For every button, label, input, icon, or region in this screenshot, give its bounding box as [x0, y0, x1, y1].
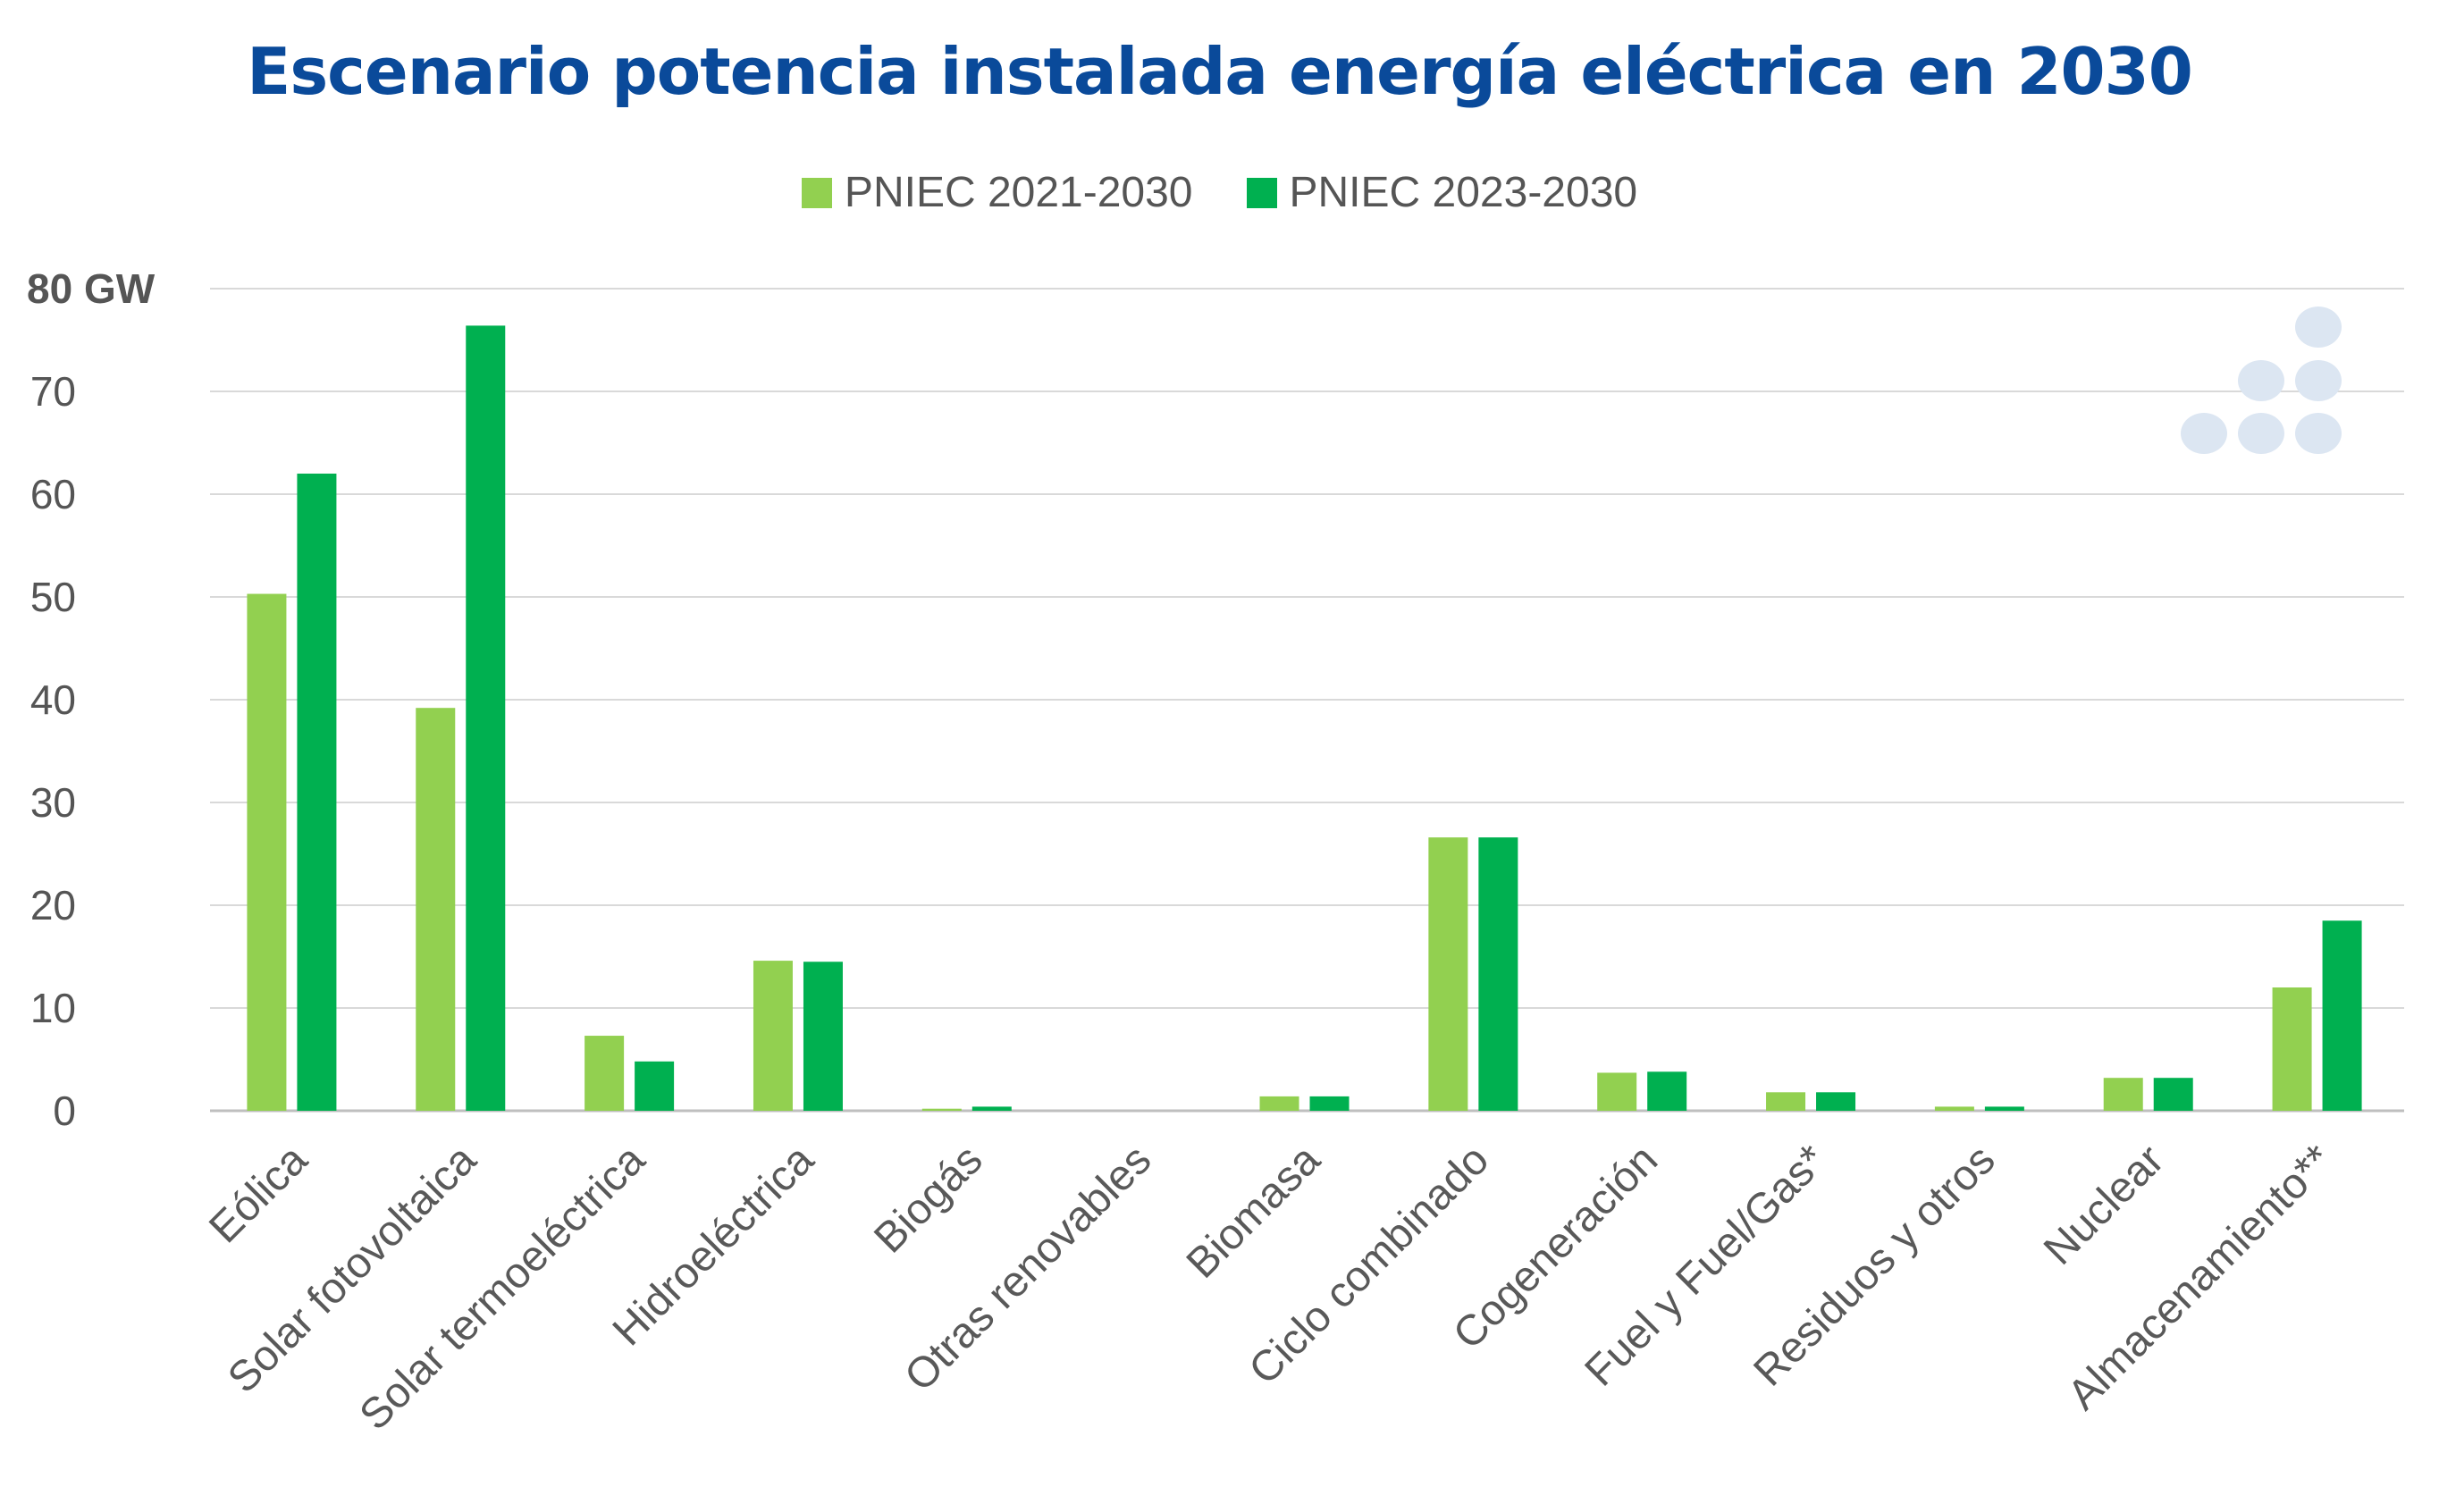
- x-tick-label: Nuclear: [2035, 1136, 2173, 1273]
- bar-1-10: [1934, 1106, 1974, 1111]
- bar-1-9: [1766, 1092, 1806, 1111]
- legend-label-series-1: PNIEC 2021-2030: [844, 169, 1193, 216]
- bar-1-3: [753, 961, 793, 1111]
- legend-swatch-series-1: [801, 177, 832, 208]
- y-tick-label: 20: [30, 882, 76, 928]
- y-tick-label: 80 GW: [27, 265, 156, 312]
- bar-2-12: [2322, 920, 2362, 1111]
- bar-2-0: [297, 474, 337, 1111]
- y-axis-ticks: 0 10 20 30 40 50 60 70 80 GW: [27, 265, 156, 1134]
- grid-lines: [210, 288, 2404, 1113]
- y-tick-label: 0: [53, 1088, 76, 1134]
- bar-2-2: [635, 1061, 675, 1111]
- bar-1-6: [1259, 1096, 1299, 1111]
- y-tick-label: 10: [30, 985, 76, 1031]
- bar-1-2: [585, 1036, 625, 1111]
- bar-2-8: [1647, 1071, 1687, 1111]
- bar-1-1: [416, 708, 456, 1111]
- bar-1-12: [2272, 987, 2312, 1111]
- legend-label-series-2: PNIEC 2023-2030: [1289, 169, 1638, 216]
- x-tick-label: Biomasa: [1178, 1136, 1330, 1288]
- y-tick-label: 30: [30, 779, 76, 826]
- y-tick-label: 50: [30, 574, 76, 620]
- legend-item-series-1: PNIEC 2021-2030: [801, 168, 1193, 217]
- bar-2-6: [1309, 1096, 1350, 1111]
- logo-dot: [2295, 360, 2342, 401]
- y-tick-label: 40: [30, 676, 76, 723]
- logo-dot: [2238, 360, 2284, 401]
- bars: [247, 325, 2362, 1111]
- bar-1-0: [247, 593, 287, 1111]
- x-tick-label: Biogás: [865, 1136, 991, 1262]
- bar-1-11: [2103, 1078, 2143, 1111]
- bar-2-1: [466, 325, 506, 1111]
- y-tick-label: 70: [30, 368, 76, 415]
- x-tick-label: Eólica: [200, 1136, 316, 1252]
- y-tick-label: 60: [30, 471, 76, 517]
- logo-dot: [2295, 413, 2342, 454]
- bar-2-11: [2153, 1078, 2193, 1111]
- logo-dot: [2181, 413, 2227, 454]
- bar-2-3: [803, 962, 843, 1111]
- dots-logo-icon: [2181, 307, 2342, 454]
- bar-2-7: [1478, 837, 1518, 1111]
- logo-dot: [2295, 307, 2342, 348]
- bar-1-7: [1428, 837, 1468, 1111]
- chart-title: Escenario potencia instalada energía elé…: [247, 34, 2193, 109]
- logo-dot: [2238, 413, 2284, 454]
- bar-2-4: [971, 1106, 1012, 1111]
- legend-item-series-2: PNIEC 2023-2030: [1246, 168, 1638, 217]
- legend-swatch-series-2: [1246, 177, 1277, 208]
- bar-1-8: [1597, 1072, 1637, 1111]
- bar-1-4: [921, 1108, 962, 1111]
- bar-2-10: [1984, 1106, 2024, 1111]
- bar-2-9: [1816, 1092, 1856, 1111]
- legend: PNIEC 2021-2030 PNIEC 2023-2030: [0, 168, 2439, 217]
- x-tick-label: Solar termoeléctrica: [351, 1136, 654, 1439]
